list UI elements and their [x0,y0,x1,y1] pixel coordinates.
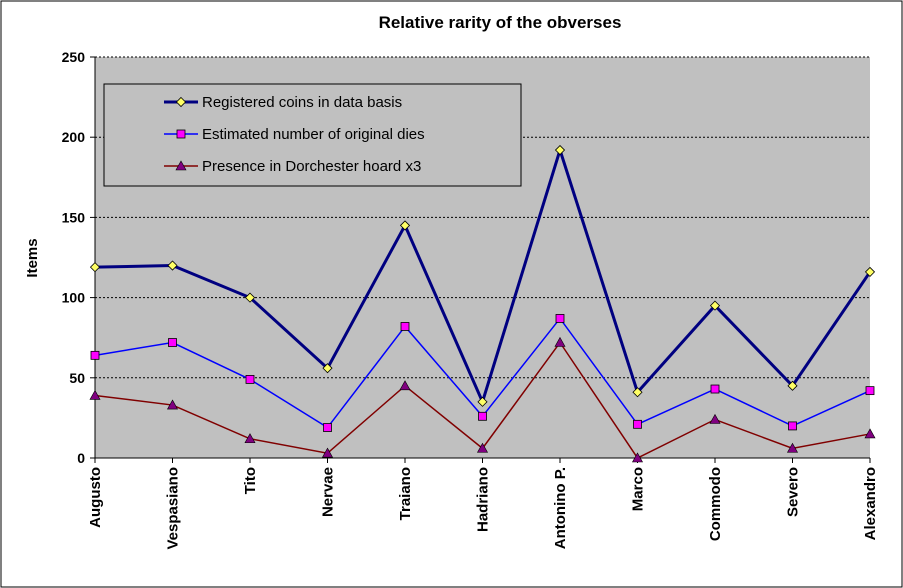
series-group [89,144,876,463]
x-tick-label: Alexandro [862,467,879,540]
y-tick-label: 0 [77,450,85,466]
data-point [787,380,798,391]
data-point [399,380,411,391]
data-point [709,300,721,311]
y-tick-label: 100 [62,290,86,306]
x-tick-label: Antonino P. [552,467,569,549]
data-point [864,428,876,439]
data-point [864,266,876,278]
data-point [166,399,179,410]
data-point [865,386,875,396]
legend-entry-label: Registered coins in data basis [202,94,402,111]
data-point [89,262,101,273]
data-point [244,292,256,303]
data-point [175,160,187,171]
data-point [632,387,643,398]
data-point [176,129,186,139]
data-point [400,322,410,331]
data-point [90,350,100,360]
x-tick-label: Tito [242,467,259,494]
legend-entry-label: Estimated number of original dies [202,126,425,143]
data-point [477,396,488,407]
data-point [709,413,721,424]
y-axis-label: Items [24,238,41,277]
x-tick-label: Marco [630,467,647,511]
data-point [554,144,566,156]
y-tick-label: 250 [62,49,86,65]
x-tick-label: Hadriano [475,467,492,532]
data-point [167,260,178,271]
legend-entry-label: Presence in Dorchester hoard x3 [202,158,421,175]
data-point [478,411,487,421]
chart-title: Relative rarity of the obverses [379,13,622,32]
data-point [631,452,644,463]
data-point [175,96,187,108]
data-point [245,375,255,384]
x-tick-label: Traiano [397,467,414,520]
data-point [786,442,799,453]
data-point [554,336,566,347]
data-point [710,384,720,394]
x-tick-label: Vespasiano [165,467,182,550]
series-1 [89,144,876,407]
x-tick-label: Augusto [87,467,104,528]
y-tick-label: 200 [62,129,86,145]
x-tick-label: Commodo [707,467,724,541]
data-point [321,447,334,458]
data-point [399,220,411,231]
data-point [788,421,797,431]
data-point [476,442,489,453]
data-point [322,363,333,374]
x-tick-label: Nervae [320,467,337,517]
series-3 [89,336,876,463]
data-point [323,423,332,432]
data-point [244,433,256,444]
data-point [633,419,642,429]
y-tick-label: 150 [62,209,86,225]
data-point [168,338,177,347]
legend: Registered coins in data basis Estimated … [103,83,522,187]
y-tick-label: 50 [69,370,85,386]
x-tick-label: Severo [785,467,802,517]
series-2 [90,314,875,432]
data-point [89,389,101,400]
data-point [555,314,565,323]
x-axis: Augusto Vespasiano Tito Nervae Traiano Hadria… [87,457,879,550]
